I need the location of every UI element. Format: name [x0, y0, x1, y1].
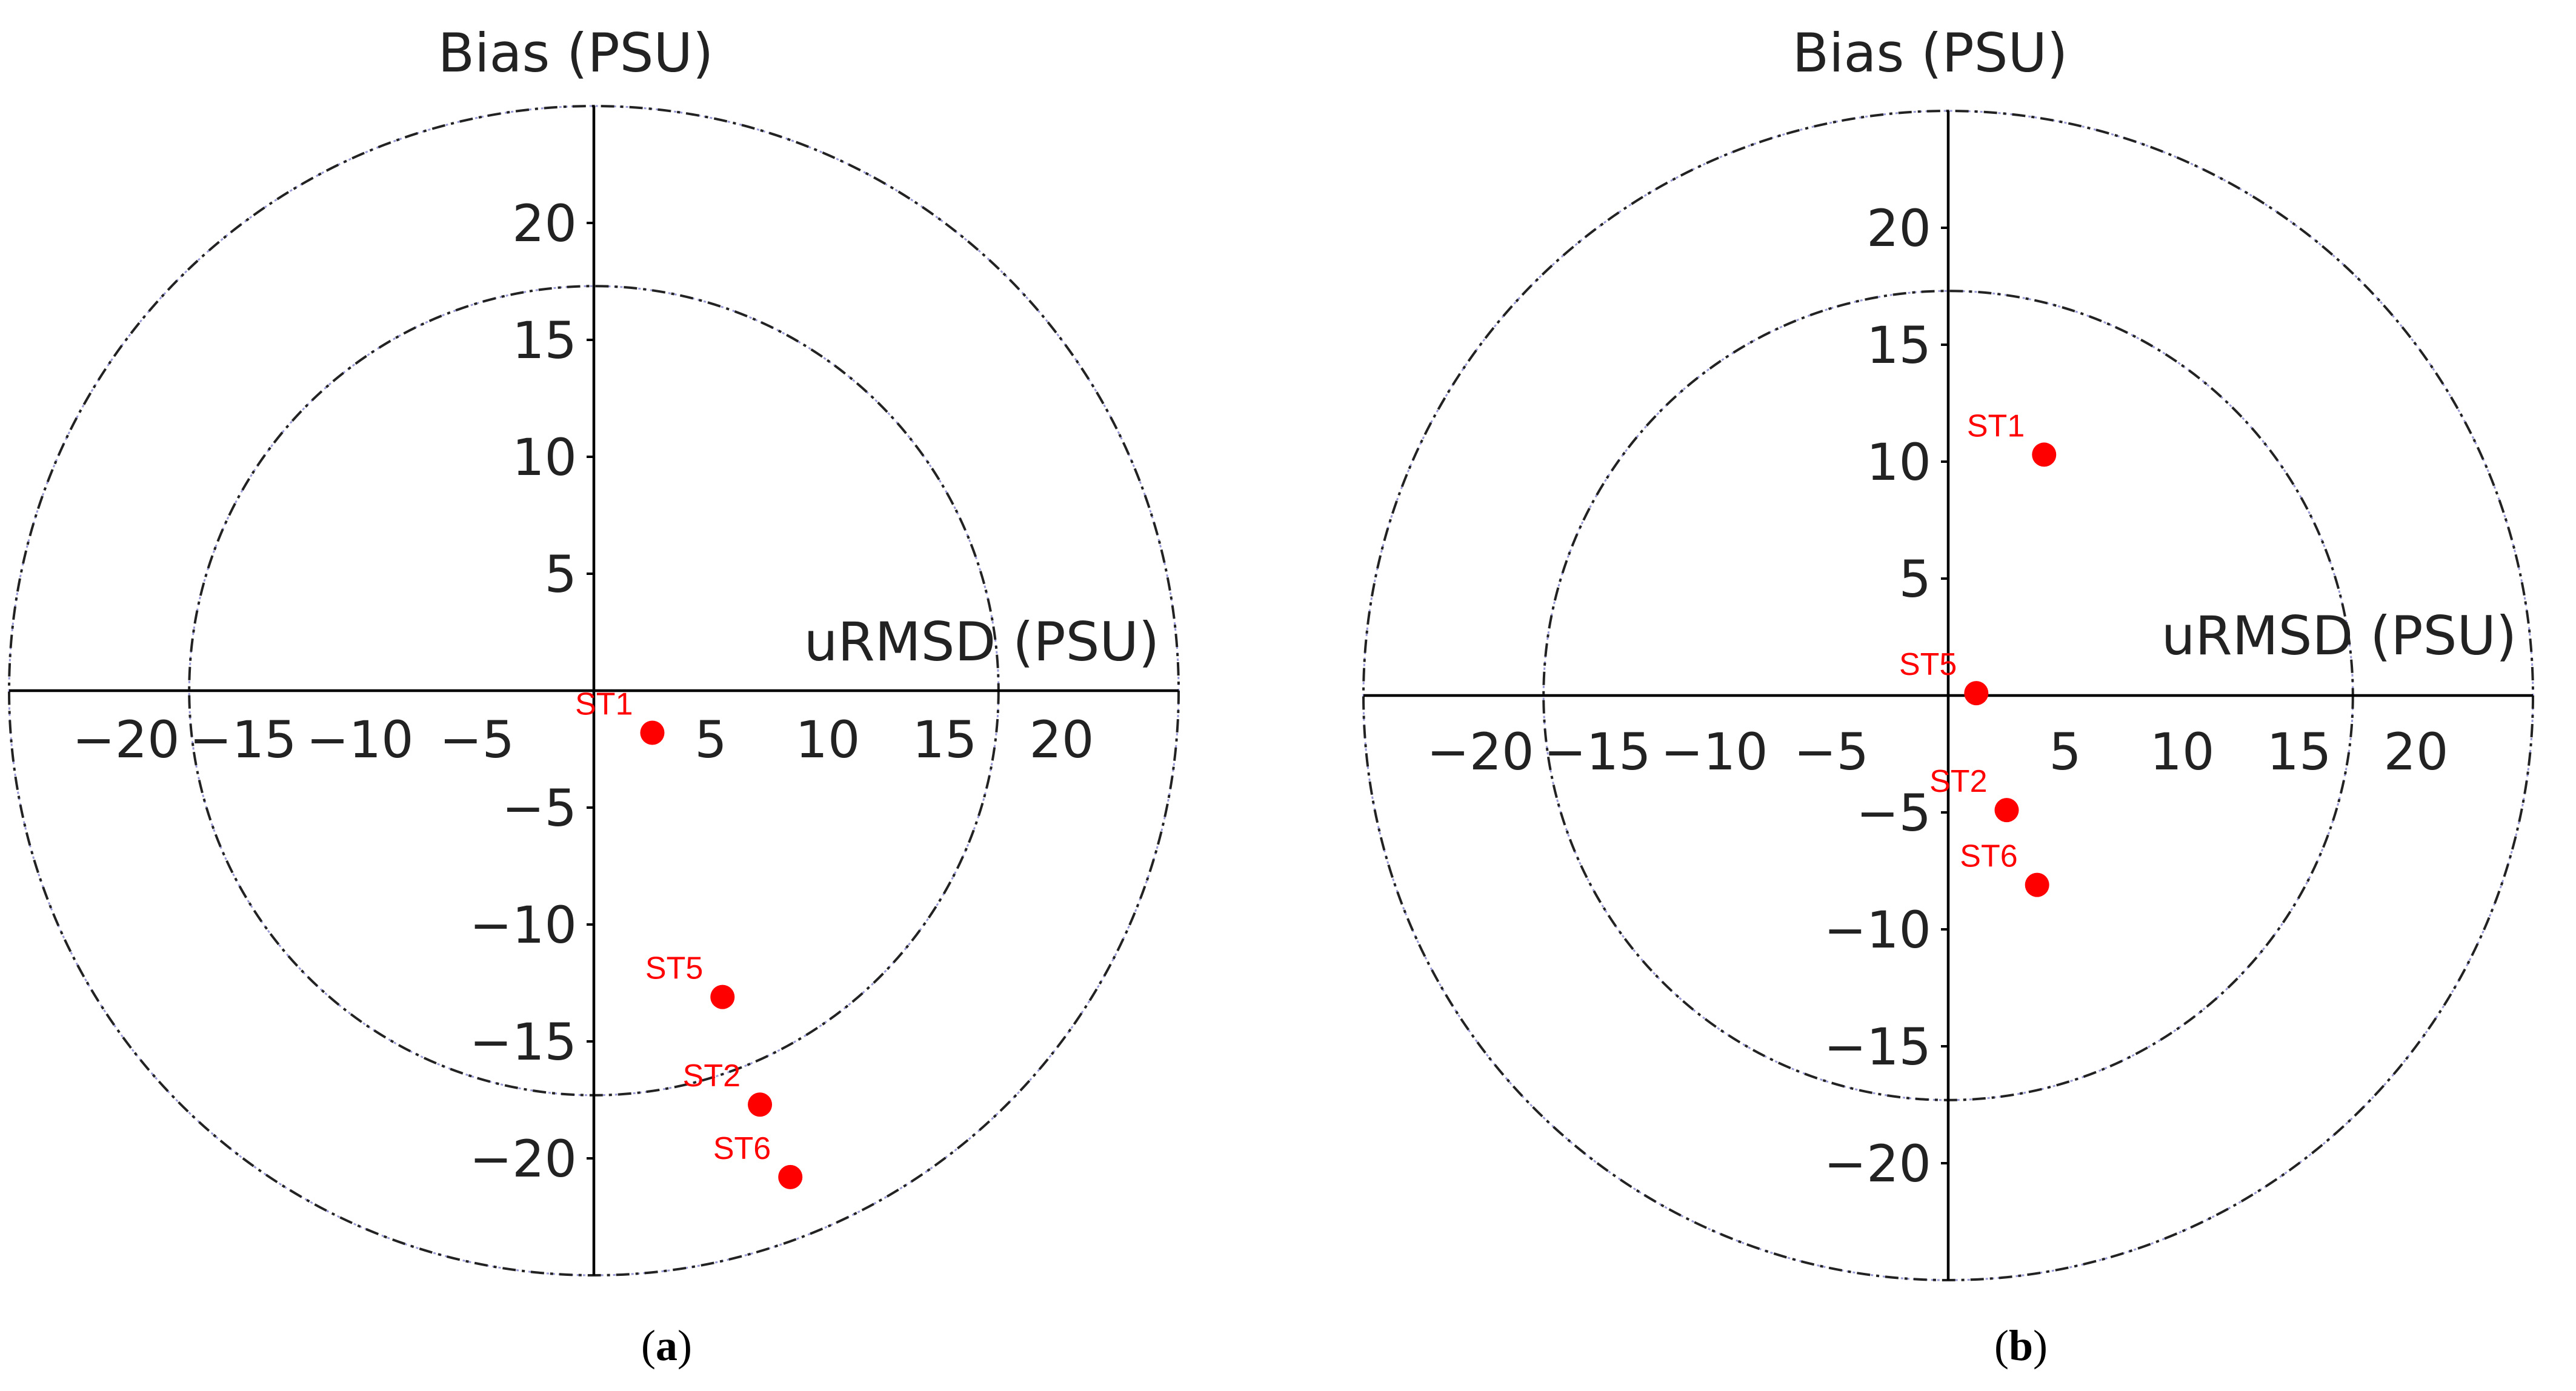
y-tick-label: −15: [1824, 1017, 1931, 1077]
y-tick-label: −20: [470, 1129, 577, 1189]
x-tick-label: 10: [2150, 722, 2215, 782]
x-tick-label: −20: [1426, 722, 1534, 782]
data-point-label: ST2: [683, 1058, 741, 1094]
x-tick-label: −10: [306, 710, 413, 769]
x-tick-label: −15: [189, 710, 296, 769]
data-point: [2025, 872, 2049, 897]
y-tick-label: 5: [1899, 549, 1931, 609]
y-tick-label: −15: [470, 1012, 577, 1072]
data-point-label: ST5: [1899, 647, 1957, 682]
x-tick-label: −20: [72, 710, 179, 769]
data-point-label: ST6: [1960, 839, 2017, 874]
y-tick-label: 20: [1866, 199, 1931, 258]
data-point: [1964, 681, 1989, 706]
y-tick-labels: 20 15 10 5 −5 −10 −15 −20: [470, 194, 594, 1189]
y-tick-label: 20: [512, 194, 577, 253]
y-axis-title: Bias (PSU): [438, 22, 714, 84]
y-tick-label: −5: [1856, 783, 1931, 843]
y-tick-labels: 20 15 10 5 −5 −10 −15 −20: [1824, 199, 1948, 1193]
data-point: [2032, 442, 2057, 467]
data-point-label: ST6: [713, 1131, 771, 1166]
y-tick-label: −10: [470, 895, 577, 955]
x-tick-label: 5: [2049, 722, 2081, 782]
data-point-label: ST5: [645, 951, 703, 986]
y-tick-label: 5: [545, 545, 577, 604]
data-point: [778, 1164, 803, 1189]
panel-caption: (b): [1994, 1321, 2048, 1370]
x-tick-labels: −20 −15 −10 −5 5 10 15 20: [1426, 722, 2448, 782]
x-tick-label: −5: [439, 710, 514, 769]
x-tick-label: −10: [1660, 722, 1768, 782]
x-tick-label: 20: [1030, 710, 1094, 769]
y-axis-title: Bias (PSU): [1792, 22, 2068, 84]
y-tick-label: −20: [1824, 1134, 1931, 1193]
panel-label: b: [2009, 1321, 2033, 1370]
data-points: ST1 ST5 ST2 ST6: [575, 686, 803, 1189]
x-tick-label: −5: [1794, 722, 1869, 782]
y-tick-label: 15: [512, 311, 577, 370]
y-tick-label: 15: [1866, 316, 1931, 375]
x-tick-label: 15: [2267, 722, 2332, 782]
x-tick-label: 15: [913, 710, 977, 769]
x-tick-label: 5: [694, 710, 727, 769]
y-tick-label: −10: [1824, 900, 1931, 960]
data-point: [640, 720, 665, 745]
x-tick-label: 10: [796, 710, 860, 769]
y-tick-label: −5: [502, 778, 577, 838]
data-point: [710, 984, 735, 1009]
y-tick-label: 10: [1866, 433, 1931, 492]
data-points: ST1 ST5 ST2 ST6: [1899, 408, 2057, 897]
y-tick-label: 10: [512, 428, 577, 487]
data-point: [748, 1092, 773, 1117]
x-tick-label: −15: [1543, 722, 1651, 782]
data-point-label: ST1: [1967, 408, 2025, 443]
panel-label: a: [656, 1321, 677, 1370]
data-point-label: ST1: [575, 686, 633, 722]
data-point: [1994, 798, 2019, 823]
panel-caption: (a): [641, 1321, 692, 1370]
x-tick-label: 20: [2384, 722, 2449, 782]
x-axis-title: uRMSD (PSU): [2162, 605, 2517, 667]
x-tick-labels: −20 −15 −10 −5 5 10 15 20: [72, 710, 1094, 769]
x-axis-title: uRMSD (PSU): [804, 611, 1159, 673]
data-point-label: ST2: [1929, 764, 1987, 799]
